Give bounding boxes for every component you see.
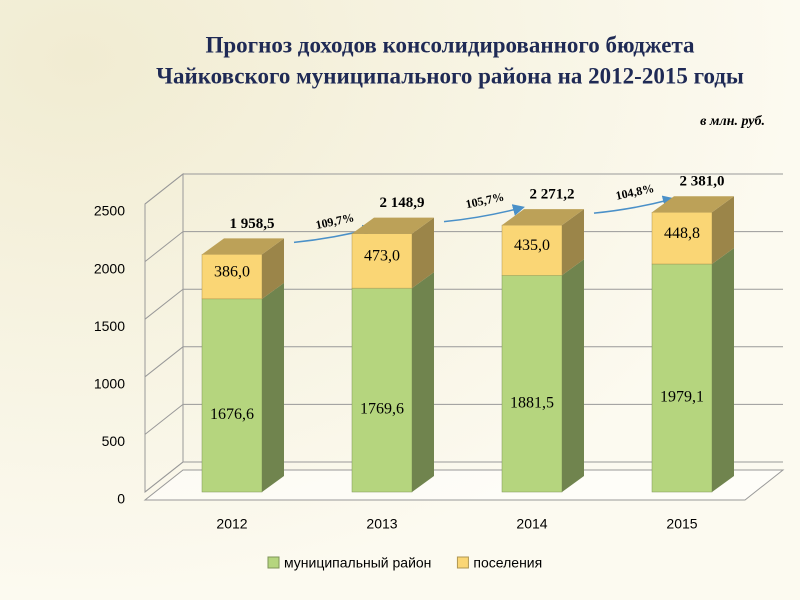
bar-segment: [201, 298, 263, 493]
y-tick-label: 2500: [94, 203, 125, 219]
data-label: 1881,5: [510, 394, 554, 411]
bar-side: [562, 259, 584, 492]
legend-swatch: [456, 556, 469, 569]
unit-label: в млн. руб.: [700, 114, 765, 129]
bar-top: [502, 209, 584, 226]
bar-segment: [351, 287, 413, 493]
growth-arrow: [443, 204, 525, 223]
bar-side: [712, 248, 734, 492]
data-label: 1676,6: [210, 406, 254, 423]
legend-swatch: [267, 556, 280, 569]
data-label: 448,8: [664, 225, 700, 242]
bar-top: [202, 238, 284, 255]
data-label: 473,0: [364, 248, 400, 265]
x-tick-label: 2013: [366, 516, 397, 532]
bar-segment: [501, 275, 563, 493]
bar-side: [262, 238, 284, 299]
total-label: 1 958,5: [230, 216, 275, 232]
bar-segment: [351, 233, 413, 289]
bar-segment: [651, 263, 713, 493]
bar-side: [412, 272, 434, 492]
y-tick-label: 1500: [94, 318, 125, 334]
data-label: 1979,1: [660, 389, 704, 406]
data-label: 386,0: [214, 263, 250, 280]
bar-side: [712, 196, 734, 265]
bar-top: [652, 196, 734, 213]
data-label: 435,0: [514, 237, 550, 254]
chart-title: Прогноз доходов консолидированного бюдже…: [205, 32, 695, 57]
bar-side: [412, 217, 434, 289]
bar-top: [352, 217, 434, 234]
bar-side: [262, 282, 284, 492]
y-tick-label: 2000: [94, 260, 125, 276]
grid-line: [144, 173, 783, 205]
bar-segment: [201, 254, 263, 300]
bar-side: [562, 209, 584, 276]
y-tick-label: 500: [102, 433, 126, 449]
bar-segment: [501, 224, 563, 276]
y-tick-label: 1000: [94, 376, 125, 392]
x-tick-label: 2014: [516, 516, 547, 532]
total-label: 2 271,2: [530, 187, 575, 203]
growth-arrow: [593, 195, 675, 214]
data-label: 1769,6: [360, 401, 404, 418]
total-label: 2 381,0: [680, 174, 725, 190]
y-tick-label: 0: [117, 491, 125, 507]
total-label: 2 148,9: [380, 195, 425, 211]
legend-label: поселения: [473, 555, 542, 571]
chart-title: Чайковского муниципального района на 201…: [156, 63, 744, 88]
x-tick-label: 2015: [666, 516, 697, 532]
bar-segment: [651, 212, 713, 265]
floor: [143, 469, 785, 501]
legend-label: муниципальный район: [284, 555, 431, 571]
x-tick-label: 2012: [216, 516, 247, 532]
